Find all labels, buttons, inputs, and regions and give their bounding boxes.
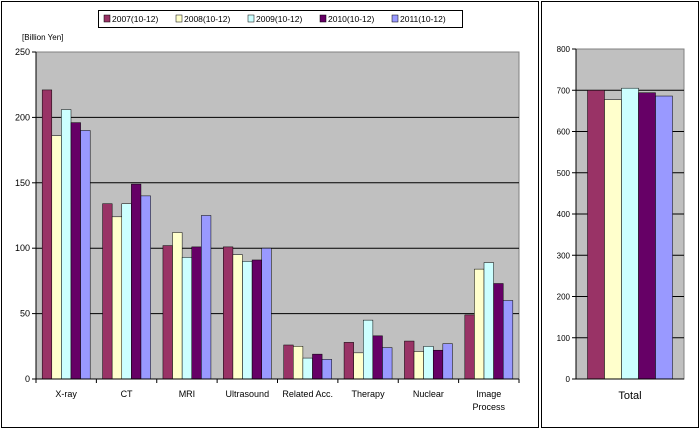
bar [232, 254, 243, 380]
y-tick-label: 400 [557, 210, 571, 219]
main-x-tick-labels: X-ray CT MRI Ultrasound Related Acc. Therapy N… [55, 389, 505, 412]
y-tick-label: 200 [15, 112, 30, 122]
bar [261, 247, 272, 380]
bar [140, 195, 151, 380]
y-tick-label: 100 [557, 334, 571, 343]
legend-label: 2007(10-12) [112, 14, 158, 24]
bar [587, 90, 605, 380]
total-x-tick-labels: Total [618, 390, 641, 402]
bar [442, 343, 453, 380]
x-tick-label: Therapy [352, 389, 386, 399]
x-tick-label: Nuclear [413, 389, 444, 399]
legend-swatch [103, 14, 111, 23]
y-tick-label: 0 [566, 375, 571, 384]
x-tick-label-line: Process [473, 402, 506, 412]
y-tick-label: 250 [15, 47, 30, 57]
bar [302, 357, 313, 380]
bar [464, 314, 475, 380]
bar [172, 232, 183, 380]
bar [70, 122, 81, 380]
y-tick-label: 50 [20, 309, 30, 319]
bar [621, 87, 639, 380]
bar [181, 257, 192, 380]
y-tick-label: 700 [557, 86, 571, 95]
main-bars [41, 89, 514, 380]
bar [121, 203, 132, 380]
bar [312, 353, 323, 380]
bar [353, 352, 364, 380]
bar [363, 319, 374, 380]
y-tick-label: 500 [557, 169, 571, 178]
x-tick-label: Total [618, 390, 641, 402]
bar [251, 259, 262, 380]
legend-swatch [175, 14, 183, 23]
x-tick-label: MRI [179, 389, 196, 399]
legend-swatch [391, 14, 399, 23]
bar [423, 346, 434, 380]
bar [432, 349, 444, 380]
bar [372, 335, 383, 380]
bar [604, 99, 622, 380]
legend-swatch [247, 14, 255, 23]
legend-label: 2008(10-12) [184, 14, 230, 24]
bar [191, 246, 202, 380]
legend-box [98, 10, 463, 28]
bar [343, 342, 354, 380]
bar [102, 203, 113, 380]
legend-swatch [319, 14, 327, 23]
bar [51, 135, 62, 380]
bar [655, 95, 673, 380]
total-y-tick-labels: 0 100 200 300 400 500 600 700 800 [557, 45, 571, 384]
bar [638, 92, 656, 380]
x-tick-label: Related Acc. [282, 389, 333, 399]
x-tick-label: Image Process [473, 389, 506, 412]
bar [321, 359, 332, 380]
y-tick-label: 800 [557, 45, 571, 54]
bar [283, 344, 294, 380]
bar [131, 183, 142, 380]
x-tick-label: Ultrasound [226, 389, 270, 399]
main-y-tick-labels: 0 50 100 150 200 250 [15, 47, 30, 384]
total-bars [587, 87, 673, 380]
y-tick-label: 200 [557, 293, 571, 302]
axes [32, 48, 684, 383]
bar [493, 283, 504, 380]
bar [474, 268, 485, 380]
bar [111, 216, 123, 380]
bar [293, 346, 304, 380]
bar [41, 89, 53, 380]
bar [242, 261, 253, 380]
y-axis-label: [Billion Yen] [22, 33, 63, 42]
bar [223, 246, 234, 380]
bar [80, 130, 91, 380]
y-tick-label: 100 [15, 243, 30, 253]
legend-label: 2011(10-12) [400, 14, 446, 24]
bar [502, 300, 514, 380]
legend: 2007(10-12) 2008(10-12) 2009(10-12) 2010(10… [103, 14, 446, 24]
x-tick-label: X-ray [55, 389, 77, 399]
legend-label: 2010(10-12) [328, 14, 374, 24]
y-tick-label: 600 [557, 128, 571, 137]
y-tick-label: 150 [15, 178, 30, 188]
x-tick-label-line: Image [476, 389, 501, 399]
x-tick-label: CT [121, 389, 133, 399]
bar [61, 109, 72, 380]
bar [382, 347, 393, 380]
bar [413, 351, 424, 380]
bar [162, 245, 173, 380]
bar [201, 215, 212, 380]
bar [404, 340, 415, 380]
y-tick-label: 0 [25, 374, 30, 384]
legend-label: 2009(10-12) [256, 14, 302, 24]
bar [483, 262, 494, 380]
y-tick-label: 300 [557, 251, 571, 260]
